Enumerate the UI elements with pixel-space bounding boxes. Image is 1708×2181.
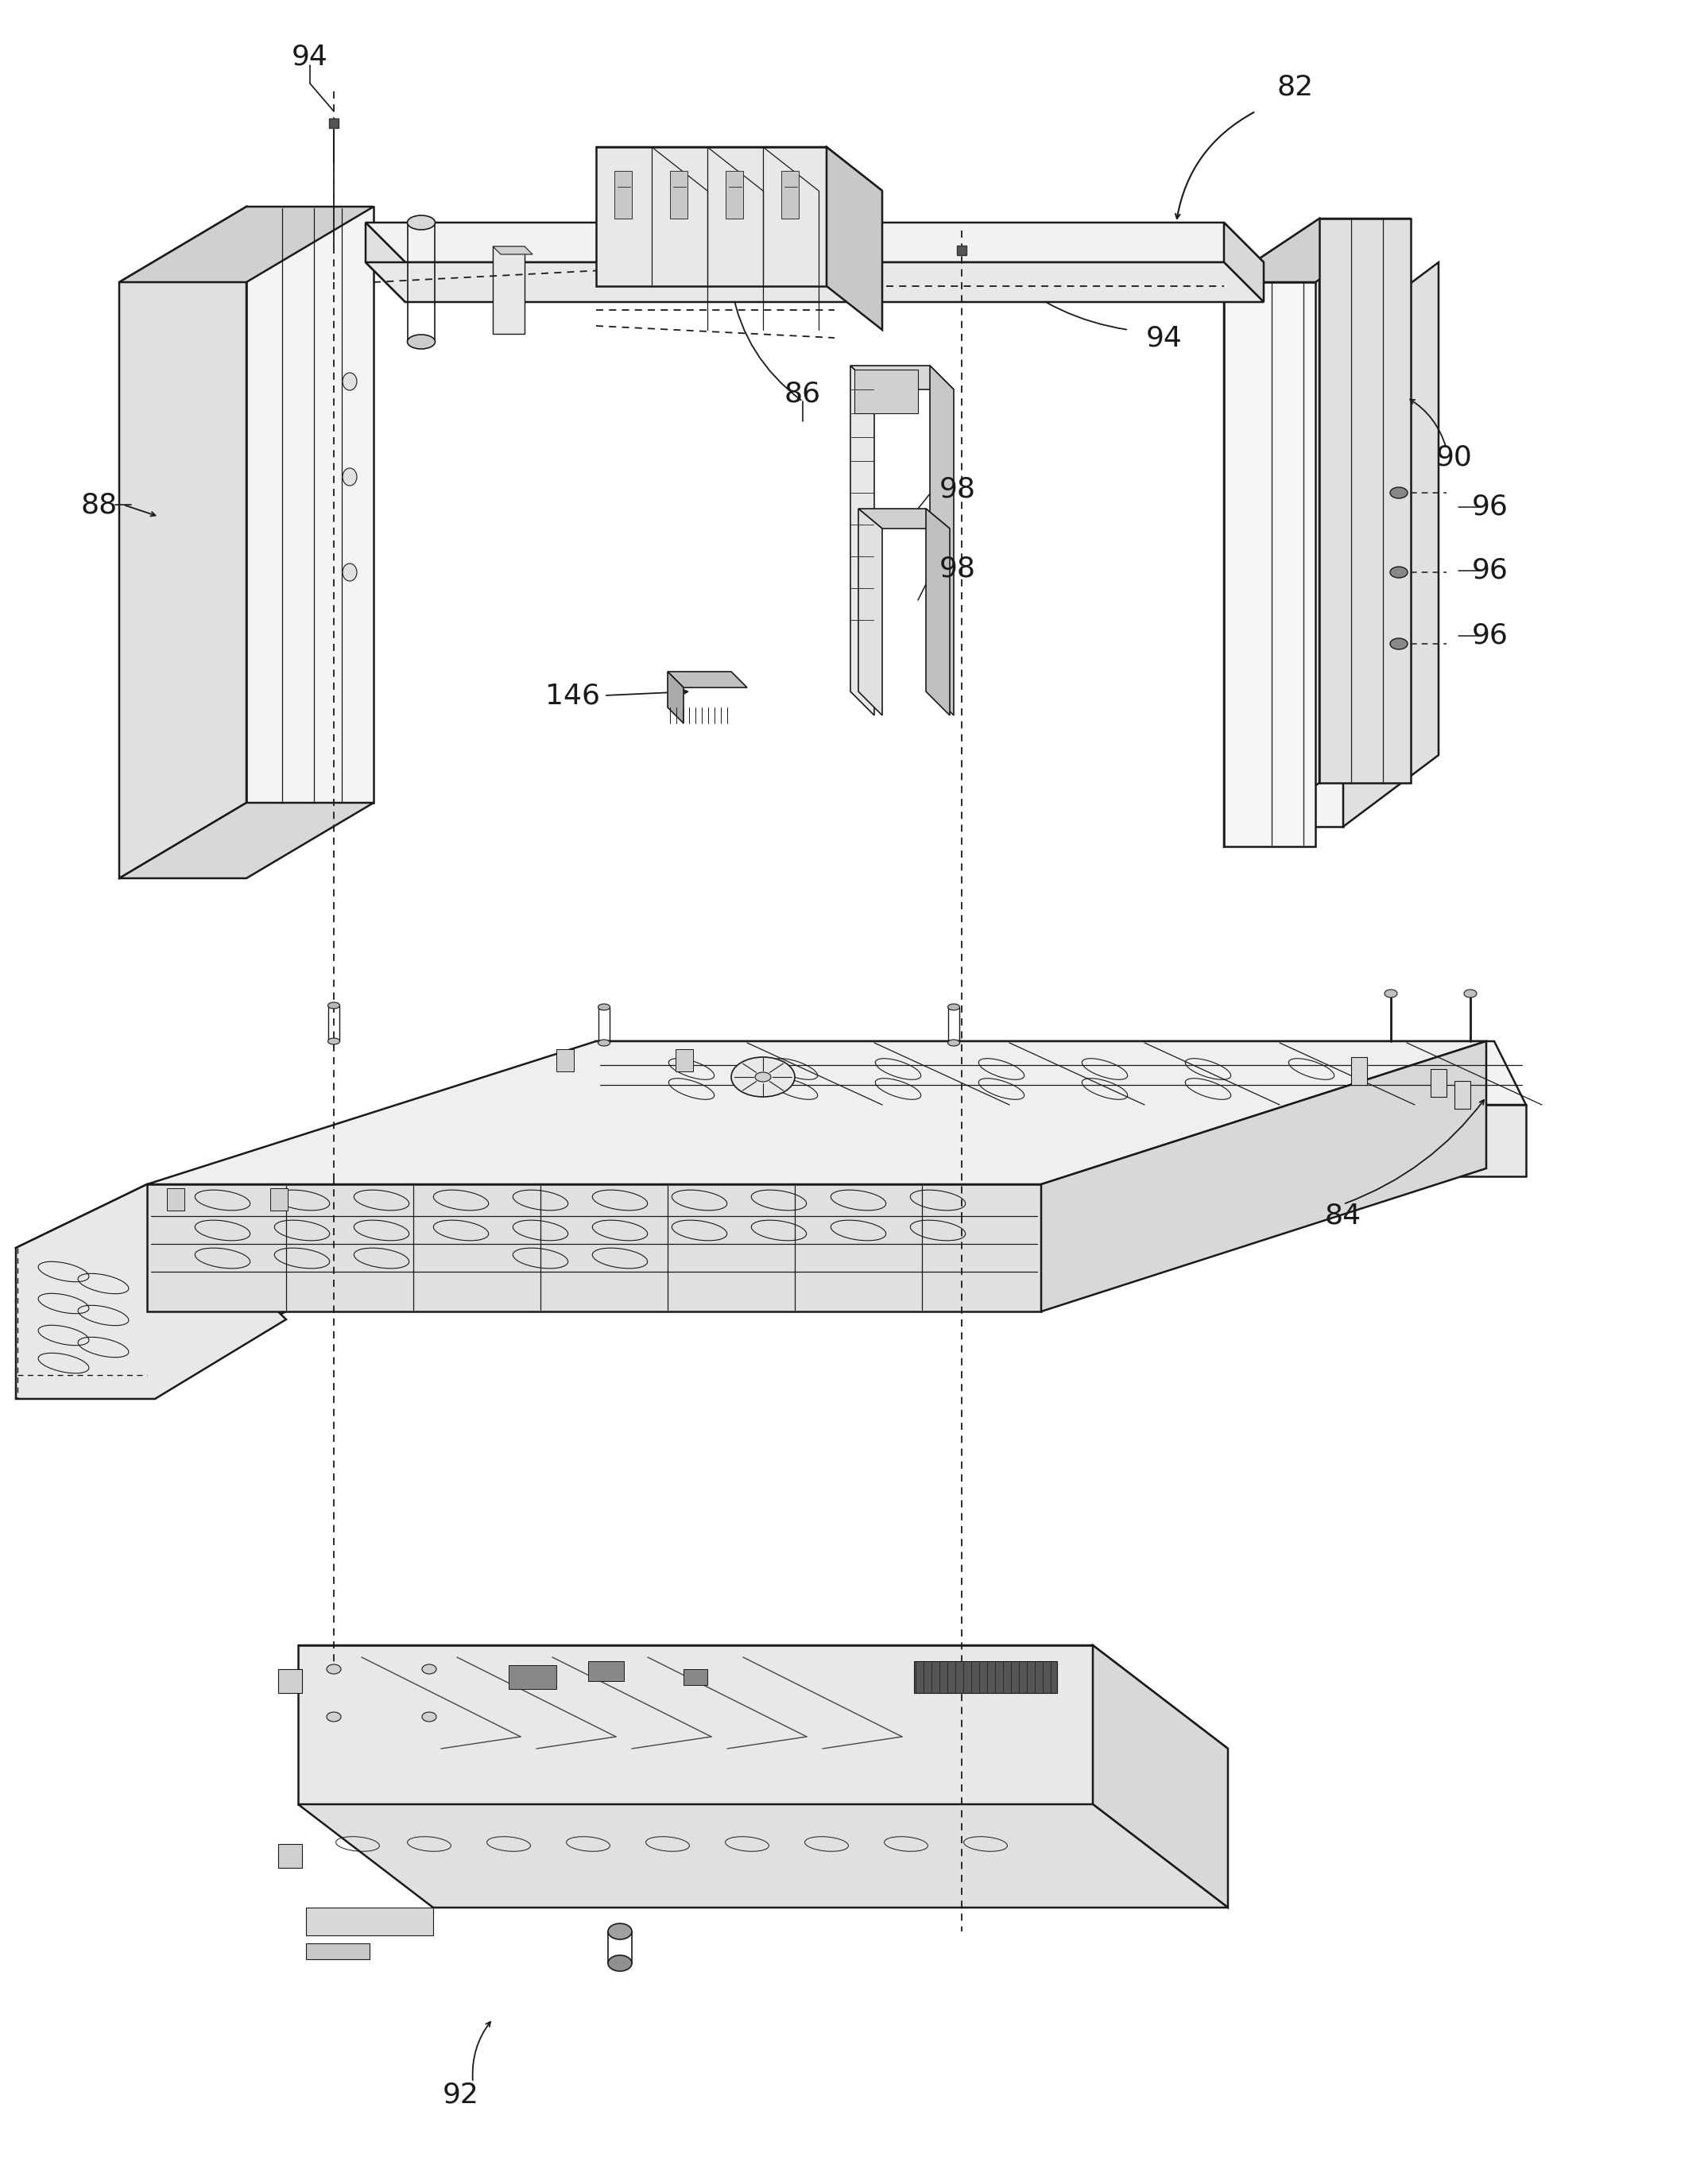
Polygon shape (138, 227, 234, 859)
Ellipse shape (948, 1040, 960, 1047)
Polygon shape (851, 366, 874, 715)
Polygon shape (120, 207, 374, 281)
Bar (1351, 1058, 1366, 1084)
Text: 86: 86 (784, 379, 822, 408)
Polygon shape (366, 222, 1264, 262)
Polygon shape (246, 207, 374, 803)
Polygon shape (929, 366, 953, 715)
Polygon shape (297, 1804, 1228, 1908)
Polygon shape (668, 672, 746, 687)
Text: 96: 96 (1472, 493, 1508, 521)
Ellipse shape (328, 1003, 340, 1008)
Text: 94: 94 (1146, 325, 1182, 351)
Ellipse shape (608, 1956, 632, 1972)
Bar (670, 170, 688, 218)
Bar (615, 170, 632, 218)
Ellipse shape (755, 1073, 770, 1082)
Bar (683, 1668, 707, 1686)
Polygon shape (366, 222, 405, 301)
Bar (854, 369, 917, 414)
Ellipse shape (407, 334, 436, 349)
Bar (278, 1668, 302, 1692)
Polygon shape (1225, 222, 1264, 301)
Polygon shape (596, 1040, 629, 1176)
Bar (270, 1189, 287, 1210)
Bar (1455, 1082, 1471, 1108)
Ellipse shape (948, 1003, 960, 1010)
Bar (557, 1049, 574, 1071)
Ellipse shape (422, 1664, 436, 1673)
Text: 90: 90 (1436, 443, 1472, 471)
Polygon shape (596, 1040, 1525, 1106)
Ellipse shape (343, 469, 357, 486)
Polygon shape (596, 146, 883, 190)
Text: 98: 98 (939, 475, 975, 502)
Ellipse shape (1464, 990, 1477, 997)
Polygon shape (147, 1040, 1486, 1184)
Text: 92: 92 (442, 2081, 480, 2107)
Ellipse shape (731, 1058, 794, 1097)
Polygon shape (851, 366, 953, 390)
Polygon shape (366, 262, 1264, 301)
Ellipse shape (326, 1712, 342, 1721)
Bar (278, 1843, 302, 1867)
Polygon shape (668, 672, 683, 724)
Polygon shape (1319, 218, 1411, 783)
Polygon shape (120, 207, 246, 879)
Ellipse shape (1385, 990, 1397, 997)
Polygon shape (15, 1184, 287, 1374)
Polygon shape (1093, 1644, 1228, 1908)
Text: 96: 96 (1472, 556, 1508, 585)
Polygon shape (827, 146, 883, 329)
Text: 146: 146 (545, 683, 600, 709)
Bar (781, 170, 799, 218)
Polygon shape (1249, 334, 1342, 827)
Ellipse shape (422, 1712, 436, 1721)
Ellipse shape (343, 563, 357, 580)
Bar (167, 1189, 184, 1210)
Bar (914, 1662, 1057, 1692)
Polygon shape (859, 508, 883, 715)
Bar (509, 1664, 557, 1688)
Ellipse shape (407, 216, 436, 229)
Text: 96: 96 (1472, 622, 1508, 650)
Ellipse shape (1390, 567, 1407, 578)
Polygon shape (859, 508, 950, 528)
Ellipse shape (598, 1040, 610, 1047)
Ellipse shape (608, 1924, 632, 1939)
Text: 98: 98 (939, 554, 975, 582)
Polygon shape (15, 1184, 287, 1398)
Polygon shape (596, 146, 827, 286)
Bar (306, 1908, 434, 1935)
Ellipse shape (1390, 639, 1407, 650)
Polygon shape (1225, 281, 1315, 846)
Ellipse shape (328, 1038, 340, 1045)
Polygon shape (494, 246, 533, 255)
Polygon shape (147, 1184, 1042, 1311)
Polygon shape (926, 508, 950, 715)
Text: 84: 84 (1325, 1202, 1361, 1230)
Polygon shape (297, 1644, 1228, 1749)
Ellipse shape (1390, 486, 1407, 497)
Ellipse shape (326, 1664, 342, 1673)
Ellipse shape (598, 1003, 610, 1010)
Ellipse shape (343, 373, 357, 390)
Polygon shape (120, 803, 374, 879)
Bar (726, 170, 743, 218)
Polygon shape (297, 1644, 1093, 1804)
Polygon shape (1225, 218, 1319, 846)
Polygon shape (1342, 262, 1438, 827)
Bar (306, 1943, 369, 1959)
Bar (676, 1049, 693, 1071)
Bar (494, 246, 524, 334)
Text: 82: 82 (1278, 74, 1313, 100)
Polygon shape (629, 1106, 1525, 1176)
Polygon shape (1225, 218, 1411, 281)
Bar (1431, 1069, 1447, 1097)
Polygon shape (1042, 1040, 1486, 1311)
Bar (588, 1662, 623, 1682)
Text: 88: 88 (80, 491, 118, 519)
Text: 94: 94 (292, 44, 328, 70)
